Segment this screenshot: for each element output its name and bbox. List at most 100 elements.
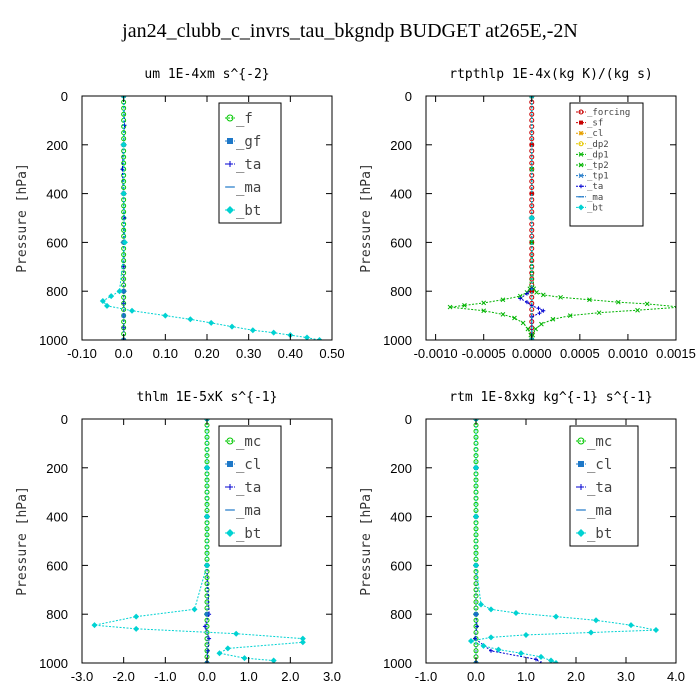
legend-label: _bt bbox=[587, 526, 612, 542]
y-tick-label: 800 bbox=[390, 284, 412, 299]
y-tick-label: 1000 bbox=[39, 656, 68, 671]
circle-marker bbox=[529, 111, 535, 117]
y-tick-label: 400 bbox=[390, 187, 412, 202]
diamond-marker bbox=[488, 634, 494, 641]
y-tick-label: 600 bbox=[46, 235, 68, 250]
diamond-marker bbox=[226, 529, 234, 537]
y-tick-label: 0 bbox=[405, 412, 412, 427]
circle-marker bbox=[204, 501, 210, 507]
legend-label: _dp1 bbox=[587, 150, 609, 160]
x-tick-label: -1.0 bbox=[415, 669, 437, 684]
legend-label: _ta bbox=[236, 157, 261, 173]
cross-marker bbox=[539, 321, 544, 327]
diamond-marker bbox=[270, 657, 277, 663]
circle-marker bbox=[529, 160, 535, 166]
circle-marker bbox=[121, 227, 127, 233]
plus-marker bbox=[120, 167, 125, 172]
legend-label: _f bbox=[236, 111, 253, 127]
legend-label: _mc bbox=[587, 434, 612, 450]
legend-label: _ma bbox=[587, 193, 603, 203]
circle-marker bbox=[121, 136, 127, 142]
circle-marker bbox=[473, 459, 479, 465]
circle-marker bbox=[578, 141, 584, 147]
diamond-marker bbox=[528, 215, 535, 221]
y-tick-label: 200 bbox=[390, 138, 412, 153]
diamond-marker bbox=[588, 629, 594, 636]
legend: _forcing_sf_cl_dp2_dp1_tp2_tp1_ta_ma_bt bbox=[569, 102, 644, 227]
series-group bbox=[99, 96, 323, 340]
diamond-marker bbox=[468, 638, 474, 645]
cross-marker bbox=[500, 297, 506, 303]
diamond-marker bbox=[548, 657, 554, 663]
chart-panel-3: thlm 1E-5xK s^{-1} Pressure [hPa] -3.0 -2.0… bbox=[15, 390, 341, 684]
y-tick-label: 800 bbox=[46, 607, 68, 622]
diamond-marker bbox=[628, 622, 634, 629]
circle-marker bbox=[204, 526, 210, 532]
plot-frame bbox=[425, 95, 677, 341]
diamond-marker bbox=[553, 660, 559, 663]
legend-label: _ta bbox=[236, 480, 261, 496]
x-tick-label: 2.0 bbox=[281, 669, 299, 684]
series-group bbox=[91, 419, 306, 663]
series-group bbox=[447, 96, 676, 340]
plus-marker bbox=[227, 484, 233, 490]
diamond-marker bbox=[577, 529, 585, 537]
plus-marker bbox=[473, 636, 477, 641]
diamond-marker bbox=[208, 319, 215, 326]
circle-marker bbox=[204, 459, 210, 465]
cross-marker bbox=[587, 297, 592, 303]
legend-label: _dp2 bbox=[587, 140, 609, 150]
diamond-marker bbox=[116, 288, 123, 295]
diamond-marker bbox=[553, 613, 559, 620]
x-tick-label: 0.0 bbox=[115, 346, 133, 361]
y-tick-label: 1000 bbox=[383, 656, 412, 671]
cross-marker bbox=[644, 301, 650, 307]
diamond-marker bbox=[99, 297, 106, 304]
diamond-marker bbox=[229, 323, 235, 330]
plus-marker bbox=[489, 648, 493, 653]
circle-marker bbox=[529, 203, 535, 209]
star-marker bbox=[578, 130, 584, 136]
cross-marker bbox=[500, 312, 506, 317]
diamond-marker bbox=[270, 329, 277, 336]
plus-marker bbox=[205, 648, 210, 653]
diamond-marker bbox=[108, 293, 115, 300]
diamond-marker bbox=[226, 206, 234, 214]
series-line bbox=[474, 419, 542, 663]
cross-marker bbox=[550, 316, 556, 322]
plus-marker bbox=[579, 184, 583, 189]
legend-label: _mc bbox=[236, 434, 261, 450]
circle-marker bbox=[529, 178, 535, 184]
y-tick-label: 0 bbox=[61, 412, 68, 427]
circle-marker bbox=[473, 526, 479, 532]
y-axis-label: Pressure [hPa] bbox=[15, 163, 30, 273]
x-tick-label: 2.0 bbox=[567, 669, 585, 684]
cross-marker bbox=[540, 292, 546, 298]
diamond-marker bbox=[129, 307, 135, 314]
cross-marker bbox=[447, 304, 453, 310]
x-tick-label: 0.0000 bbox=[512, 346, 552, 361]
cross-marker bbox=[558, 294, 563, 300]
circle-marker bbox=[578, 109, 584, 115]
y-tick-label: 0 bbox=[61, 89, 68, 104]
cross-marker bbox=[462, 302, 467, 308]
diamond-marker bbox=[480, 642, 487, 649]
legend-label: _cl bbox=[587, 457, 612, 473]
diamond-marker bbox=[478, 601, 484, 608]
diamond-marker bbox=[653, 627, 659, 634]
y-tick-label: 600 bbox=[390, 558, 412, 573]
chart-title: um 1E-4xm s^{-2} bbox=[144, 67, 269, 82]
circle-marker bbox=[529, 252, 535, 258]
diamond-marker bbox=[133, 613, 140, 620]
diamond-marker bbox=[120, 190, 127, 197]
circle-marker bbox=[204, 483, 210, 489]
plus-marker bbox=[536, 306, 541, 311]
x-tick-label: 0.40 bbox=[278, 346, 303, 361]
diamond-marker bbox=[104, 302, 110, 309]
plus-marker bbox=[539, 661, 543, 663]
y-tick-label: 200 bbox=[46, 461, 68, 476]
x-tick-label: -2.0 bbox=[112, 669, 134, 684]
x-tick-label: 1.0 bbox=[240, 669, 258, 684]
diamond-marker bbox=[121, 239, 128, 246]
square-marker bbox=[579, 120, 583, 125]
